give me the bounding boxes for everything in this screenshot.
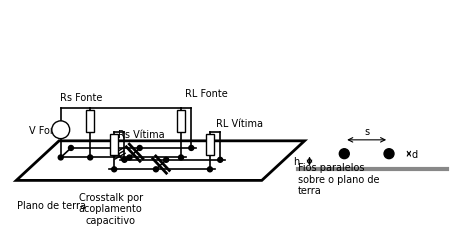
Circle shape [122, 158, 127, 163]
Text: V Fonte: V Fonte [29, 125, 66, 135]
Circle shape [164, 158, 169, 163]
Circle shape [179, 155, 184, 160]
Circle shape [127, 155, 132, 160]
Circle shape [88, 155, 93, 160]
Circle shape [384, 149, 394, 159]
Circle shape [58, 155, 63, 160]
Text: Rs Vítima: Rs Vítima [118, 129, 165, 139]
Circle shape [154, 167, 159, 172]
Text: h: h [293, 156, 300, 166]
Bar [206, 134, 214, 156]
Circle shape [52, 121, 69, 139]
Text: Plano de terra: Plano de terra [17, 200, 86, 210]
Circle shape [339, 149, 349, 159]
Circle shape [207, 167, 213, 172]
Text: Rs Fonte: Rs Fonte [60, 93, 103, 103]
Text: s: s [364, 127, 369, 136]
Text: RL Fonte: RL Fonte [185, 89, 228, 99]
Circle shape [69, 146, 74, 151]
Bar [110, 134, 118, 156]
Circle shape [112, 167, 117, 172]
Bar [86, 111, 94, 132]
Text: Crosstalk por
acoplamento
capacitivo: Crosstalk por acoplamento capacitivo [79, 192, 143, 225]
Text: RL Vítima: RL Vítima [216, 118, 263, 128]
Circle shape [189, 146, 194, 151]
Text: d: d [412, 149, 418, 159]
Circle shape [137, 146, 142, 151]
Text: Fios paralelos
sobre o plano de
terra: Fios paralelos sobre o plano de terra [298, 162, 379, 196]
Polygon shape [16, 141, 304, 181]
Bar [177, 111, 185, 132]
Circle shape [218, 158, 223, 163]
